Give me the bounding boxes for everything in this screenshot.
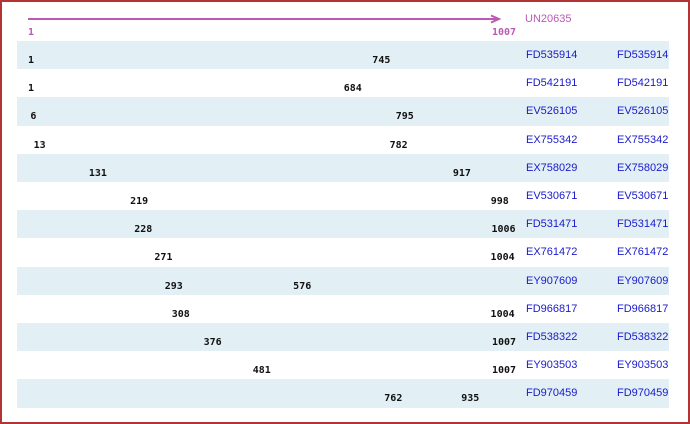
read-accession-link[interactable]: EX758029 (617, 161, 669, 174)
read-accession-link[interactable]: FD966817 (617, 302, 669, 315)
read-end-coordinate: 1004 (490, 308, 515, 320)
alignment-row (17, 69, 669, 98)
read-end-coordinate: 684 (343, 83, 362, 95)
read-accession-link[interactable]: FD542191 (526, 77, 578, 90)
contig-label[interactable]: UN20635 (525, 13, 572, 25)
read-start-coordinate: 308 (171, 308, 190, 320)
alignment-row (17, 182, 669, 211)
read-accession-link[interactable]: EX755342 (526, 133, 578, 146)
read-end-coordinate: 1006 (491, 224, 516, 236)
read-start-coordinate: 131 (88, 167, 107, 179)
read-end-coordinate: 1007 (491, 365, 517, 377)
read-accession-link[interactable]: EX761472 (526, 246, 578, 259)
read-accession-link[interactable]: EY903503 (526, 359, 578, 372)
read-end-coordinate: 1007 (491, 337, 517, 348)
alignment-row (17, 379, 669, 408)
read-end-coordinate: 795 (395, 111, 414, 123)
alignment-row (17, 238, 669, 267)
read-start-coordinate: 13 (33, 139, 46, 151)
sequence-arrow (28, 14, 502, 24)
read-accession-link[interactable]: EV526105 (526, 105, 578, 118)
alignment-row (17, 351, 669, 380)
read-start-coordinate: 481 (252, 365, 271, 377)
alignment-row (17, 153, 669, 182)
read-accession-link[interactable]: FD535914 (526, 49, 578, 61)
read-accession-link[interactable]: FD970459 (526, 387, 578, 400)
read-accession-link[interactable]: EX758029 (526, 161, 578, 174)
read-accession-link[interactable]: FD531471 (526, 218, 578, 231)
read-accession-link[interactable]: FD970459 (617, 387, 669, 400)
read-end-coordinate: 917 (452, 167, 471, 179)
read-accession-link[interactable]: EX755342 (617, 133, 669, 146)
alignment-row (17, 41, 669, 70)
read-accession-link[interactable]: EX761472 (617, 246, 669, 259)
read-accession-link[interactable]: FD542191 (617, 77, 669, 90)
read-accession-link[interactable]: EV530671 (617, 190, 669, 202)
alignment-row (17, 125, 669, 154)
read-start-coordinate: 762 (384, 393, 403, 405)
contig-end-coordinate: 1007 (491, 27, 517, 38)
read-accession-link[interactable]: EV530671 (526, 190, 578, 202)
read-start-coordinate: 1 (28, 83, 35, 95)
read-start-coordinate: 376 (203, 337, 222, 348)
alignment-row (17, 210, 669, 239)
read-end-coordinate: 782 (389, 139, 408, 151)
read-accession-link[interactable]: EY907609 (526, 274, 578, 287)
read-start-coordinate: 6 (30, 111, 37, 123)
read-accession-link[interactable]: EY903503 (617, 359, 669, 372)
alignment-row (17, 97, 669, 126)
read-end-coordinate: 576 (293, 280, 312, 292)
read-start-coordinate: 219 (130, 196, 149, 207)
alignment-row (17, 266, 669, 295)
read-end-coordinate: 745 (372, 55, 391, 66)
read-end-coordinate: 1004 (490, 252, 515, 264)
read-accession-link[interactable]: EV526105 (617, 105, 669, 118)
read-start-coordinate: 271 (154, 252, 173, 264)
read-end-coordinate: 935 (461, 393, 480, 405)
alignment-row (17, 323, 669, 352)
read-end-coordinate: 998 (490, 196, 509, 207)
read-accession-link[interactable]: EY907609 (617, 274, 669, 287)
read-start-coordinate: 293 (164, 280, 183, 292)
contig-start-coordinate: 1 (28, 27, 35, 38)
read-accession-link[interactable]: FD538322 (526, 331, 578, 343)
read-accession-link[interactable]: FD966817 (526, 302, 578, 315)
alignment-row (17, 294, 669, 323)
read-accession-link[interactable]: FD538322 (617, 331, 669, 343)
read-accession-link[interactable]: FD531471 (617, 218, 669, 231)
read-start-coordinate: 1 (28, 55, 35, 66)
read-start-coordinate: 228 (134, 224, 153, 236)
read-accession-link[interactable]: FD535914 (617, 49, 669, 61)
